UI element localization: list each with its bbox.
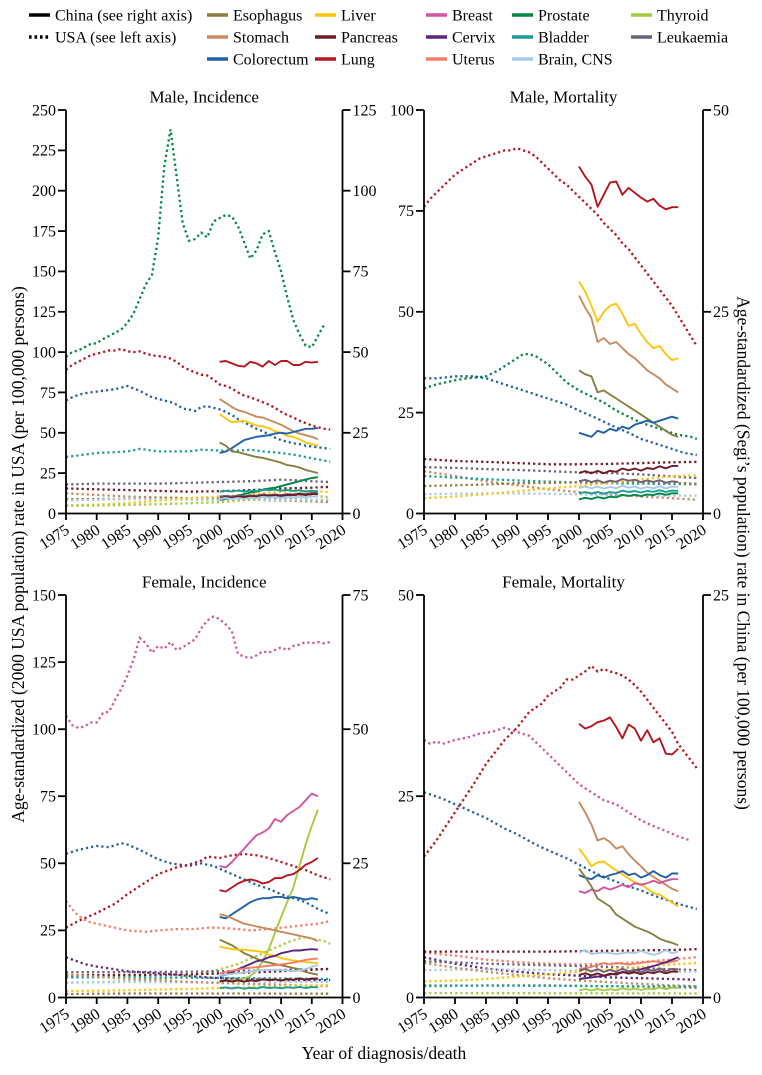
- svg-text:Leukaemia: Leukaemia: [657, 30, 728, 47]
- svg-text:25: 25: [40, 923, 56, 940]
- svg-text:25: 25: [713, 587, 729, 604]
- svg-text:50: 50: [353, 722, 369, 739]
- svg-text:Age-standardized (2000 USA pop: Age-standardized (2000 USA population) r…: [8, 286, 28, 823]
- svg-text:0: 0: [406, 990, 414, 1007]
- svg-text:Female, Incidence: Female, Incidence: [142, 573, 267, 592]
- svg-text:Male, Incidence: Male, Incidence: [149, 88, 259, 107]
- svg-text:Esophagus: Esophagus: [233, 8, 302, 25]
- svg-text:China (see right axis): China (see right axis): [55, 8, 192, 25]
- svg-text:25: 25: [713, 304, 729, 321]
- svg-text:0: 0: [353, 506, 361, 523]
- svg-text:75: 75: [40, 789, 56, 806]
- svg-text:USA (see left axis): USA (see left axis): [55, 30, 176, 47]
- svg-text:Lung: Lung: [341, 52, 375, 69]
- svg-text:75: 75: [353, 587, 369, 604]
- svg-text:0: 0: [48, 990, 56, 1007]
- svg-text:75: 75: [353, 264, 369, 281]
- svg-text:Year of diagnosis/death: Year of diagnosis/death: [302, 1043, 467, 1063]
- svg-text:Age-standardized (Segi’s popul: Age-standardized (Segi’s population) rat…: [734, 296, 754, 810]
- svg-text:Breast: Breast: [452, 8, 493, 25]
- svg-text:175: 175: [32, 223, 56, 240]
- svg-text:Thyroid: Thyroid: [657, 8, 709, 25]
- svg-text:Brain, CNS: Brain, CNS: [538, 52, 613, 69]
- svg-text:Cervix: Cervix: [452, 30, 496, 47]
- svg-text:100: 100: [32, 722, 56, 739]
- svg-text:25: 25: [353, 856, 369, 873]
- svg-text:Pancreas: Pancreas: [341, 30, 398, 47]
- svg-text:Bladder: Bladder: [538, 30, 589, 47]
- svg-text:25: 25: [353, 425, 369, 442]
- svg-text:75: 75: [398, 203, 414, 220]
- svg-text:150: 150: [32, 587, 56, 604]
- svg-text:225: 225: [32, 143, 56, 160]
- svg-text:100: 100: [390, 102, 414, 119]
- svg-text:50: 50: [40, 856, 56, 873]
- svg-text:50: 50: [40, 425, 56, 442]
- svg-text:250: 250: [32, 102, 56, 119]
- svg-text:0: 0: [713, 990, 721, 1007]
- svg-text:125: 125: [32, 654, 56, 671]
- svg-text:100: 100: [32, 344, 56, 361]
- svg-text:Liver: Liver: [341, 8, 376, 25]
- svg-text:Uterus: Uterus: [452, 52, 495, 69]
- svg-text:50: 50: [713, 102, 729, 119]
- svg-text:50: 50: [398, 304, 414, 321]
- svg-text:25: 25: [398, 789, 414, 806]
- svg-text:Colorectum: Colorectum: [233, 52, 309, 69]
- svg-text:0: 0: [406, 506, 414, 523]
- svg-text:0: 0: [48, 506, 56, 523]
- svg-text:Stomach: Stomach: [233, 30, 289, 47]
- svg-text:75: 75: [40, 385, 56, 402]
- svg-text:0: 0: [353, 990, 361, 1007]
- svg-text:25: 25: [398, 405, 414, 422]
- svg-text:150: 150: [32, 264, 56, 281]
- svg-text:50: 50: [398, 587, 414, 604]
- svg-text:25: 25: [40, 465, 56, 482]
- svg-text:Female, Mortality: Female, Mortality: [502, 573, 625, 592]
- svg-text:Male, Mortality: Male, Mortality: [510, 88, 618, 107]
- svg-text:125: 125: [353, 102, 377, 119]
- svg-text:50: 50: [353, 344, 369, 361]
- svg-text:200: 200: [32, 183, 56, 200]
- svg-text:0: 0: [713, 506, 721, 523]
- svg-text:Prostate: Prostate: [538, 8, 590, 25]
- svg-text:125: 125: [32, 304, 56, 321]
- svg-text:100: 100: [353, 183, 377, 200]
